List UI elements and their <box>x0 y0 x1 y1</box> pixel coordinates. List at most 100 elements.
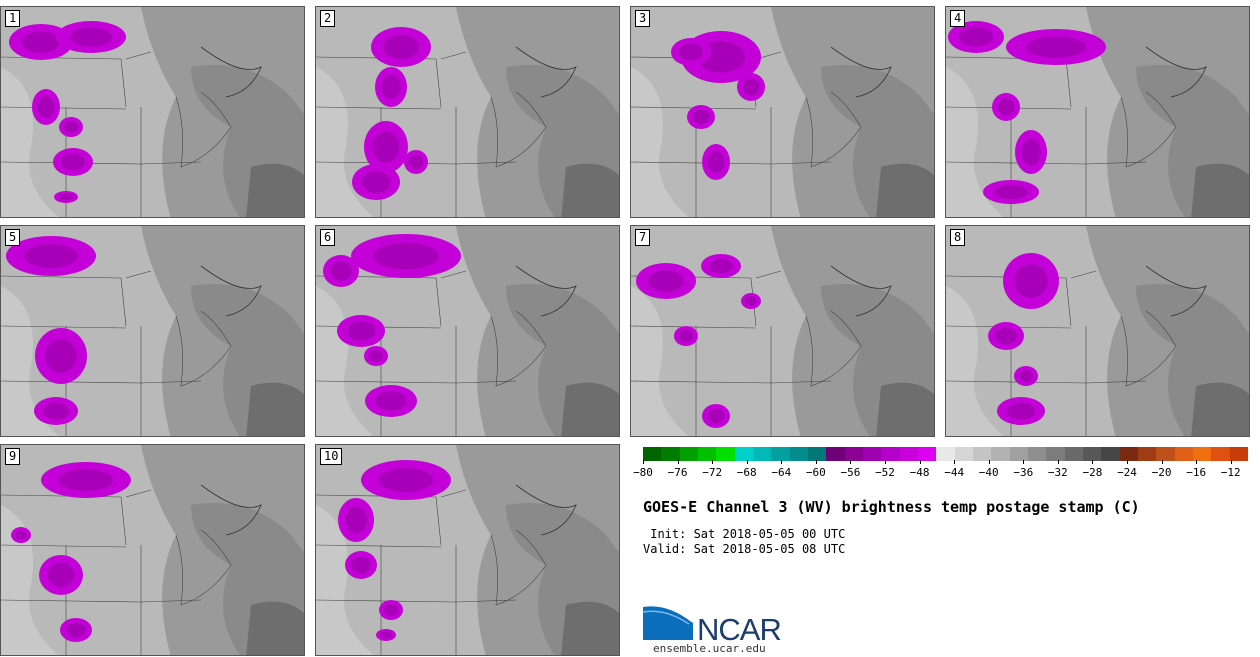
colorbar-swatch <box>991 447 1010 461</box>
map-image <box>316 7 619 217</box>
colorbar-tick <box>746 460 748 464</box>
colorbar-swatch <box>679 447 698 461</box>
colorbar-swatch <box>1211 447 1230 461</box>
ensemble-member-panel-3: 3 <box>630 6 935 218</box>
colorbar-swatch <box>1064 447 1083 461</box>
colorbar-tick-labels: −80 −76 −72 −68 −64 −60 −56 −52 −48 −44 −40 −36 −32 −… <box>633 466 1248 480</box>
colorbar-tick <box>781 460 783 464</box>
colorbar-tick-label: −20 <box>1151 466 1172 479</box>
colorbar-swatch <box>1192 447 1212 461</box>
ensemble-member-panel-9: 9 <box>0 444 305 656</box>
colorbar-swatch <box>1027 447 1047 461</box>
colorbar-tick-label: −40 <box>978 466 999 479</box>
colorbar-tick-label: −72 <box>702 466 723 479</box>
colorbar-tick <box>988 460 990 464</box>
member-label: 5 <box>5 229 21 246</box>
colorbar-tick <box>643 460 644 464</box>
colorbar-swatch <box>661 447 680 461</box>
colorbar-tick <box>1161 460 1163 464</box>
ensemble-member-panel-4: 4 <box>945 6 1250 218</box>
colorbar-tick-label: −28 <box>1082 466 1103 479</box>
map-image <box>1 7 304 217</box>
colorbar-tick-label: −68 <box>736 466 757 479</box>
colorbar-swatch <box>716 447 735 461</box>
member-label: 9 <box>5 448 21 465</box>
map-image <box>1 226 304 436</box>
colorbar-swatch <box>936 447 955 461</box>
colorbar-tick-label: −60 <box>805 466 826 479</box>
ensemble-member-panel-5: 5 <box>0 225 305 437</box>
map-image <box>316 226 619 436</box>
colorbar-tick <box>954 460 956 464</box>
colorbar-tick-label: −64 <box>771 466 792 479</box>
colorbar-swatch <box>1082 447 1102 461</box>
member-label: 10 <box>320 448 343 465</box>
colorbar-tick <box>677 460 679 464</box>
map-image <box>631 7 934 217</box>
colorbar-tick-label: −56 <box>840 466 861 479</box>
colorbar-swatch <box>826 447 845 461</box>
init-time: Init: Sat 2018-05-05 00 UTC <box>643 527 846 541</box>
valid-time: Valid: Sat 2018-05-05 08 UTC <box>643 542 846 556</box>
colorbar-tick <box>850 460 852 464</box>
colorbar-tick-label: −44 <box>944 466 965 479</box>
member-label: 6 <box>320 229 336 246</box>
ensemble-member-panel-8: 8 <box>945 225 1250 437</box>
colorbar-tick-label: −80 <box>633 466 653 479</box>
colorbar-swatch <box>954 447 973 461</box>
ensemble-member-panel-6: 6 <box>315 225 620 437</box>
colorbar-swatch <box>1174 447 1193 461</box>
colorbar-swatch <box>862 447 882 461</box>
colorbar-swatch <box>1229 447 1248 461</box>
colorbar-swatch <box>643 447 662 461</box>
member-label: 8 <box>950 229 966 246</box>
colorbar-swatch <box>807 447 827 461</box>
colorbar-tick <box>1127 460 1128 464</box>
figure-title: GOES-E Channel 3 (WV) brightness temp po… <box>643 498 1140 516</box>
member-label: 1 <box>5 10 21 27</box>
map-image <box>631 226 934 436</box>
colorbar-swatch <box>844 447 863 461</box>
colorbar-tick-label: −16 <box>1186 466 1207 479</box>
colorbar-swatch <box>1119 447 1138 461</box>
map-image <box>316 445 619 655</box>
ncar-logo-icon <box>643 604 694 640</box>
member-label: 3 <box>635 10 651 27</box>
colorbar-tick-label: −48 <box>909 466 930 479</box>
colorbar-swatch <box>789 447 808 461</box>
colorbar-tickmarks <box>643 460 1248 465</box>
member-label: 4 <box>950 10 966 27</box>
colorbar-tick-label: −76 <box>667 466 688 479</box>
colorbar-swatch <box>1101 447 1120 461</box>
colorbar-tick <box>1057 460 1059 464</box>
colorbar-swatch <box>899 447 918 461</box>
ensemble-member-panel-1: 1 <box>0 6 305 218</box>
colorbar <box>643 447 1248 461</box>
ncar-url: ensemble.ucar.edu <box>653 642 766 655</box>
colorbar-tick-label: −32 <box>1047 466 1068 479</box>
colorbar-swatch <box>752 447 772 461</box>
ncar-logo-text: NCAR <box>697 612 782 647</box>
colorbar-swatch <box>917 447 937 461</box>
colorbar-swatch <box>697 447 717 461</box>
map-image <box>1 445 304 655</box>
colorbar-tick <box>885 460 886 464</box>
colorbar-tick-label: −24 <box>1117 466 1137 479</box>
colorbar-tick <box>1196 460 1198 464</box>
colorbar-swatch <box>972 447 992 461</box>
map-image <box>946 226 1249 436</box>
colorbar-tick <box>815 460 817 464</box>
colorbar-tick <box>1023 460 1025 464</box>
colorbar-swatch <box>1137 447 1157 461</box>
colorbar-tick <box>1092 460 1094 464</box>
colorbar-tick <box>712 460 714 464</box>
colorbar-swatch <box>1009 447 1028 461</box>
colorbar-tick-label: −52 <box>875 466 895 479</box>
colorbar-swatch <box>1156 447 1175 461</box>
member-label: 7 <box>635 229 651 246</box>
colorbar-tick-label: −12 <box>1220 466 1241 479</box>
ensemble-member-panel-10: 10 <box>315 444 620 656</box>
member-label: 2 <box>320 10 336 27</box>
colorbar-tick-label: −36 <box>1013 466 1034 479</box>
colorbar-swatch <box>771 447 790 461</box>
